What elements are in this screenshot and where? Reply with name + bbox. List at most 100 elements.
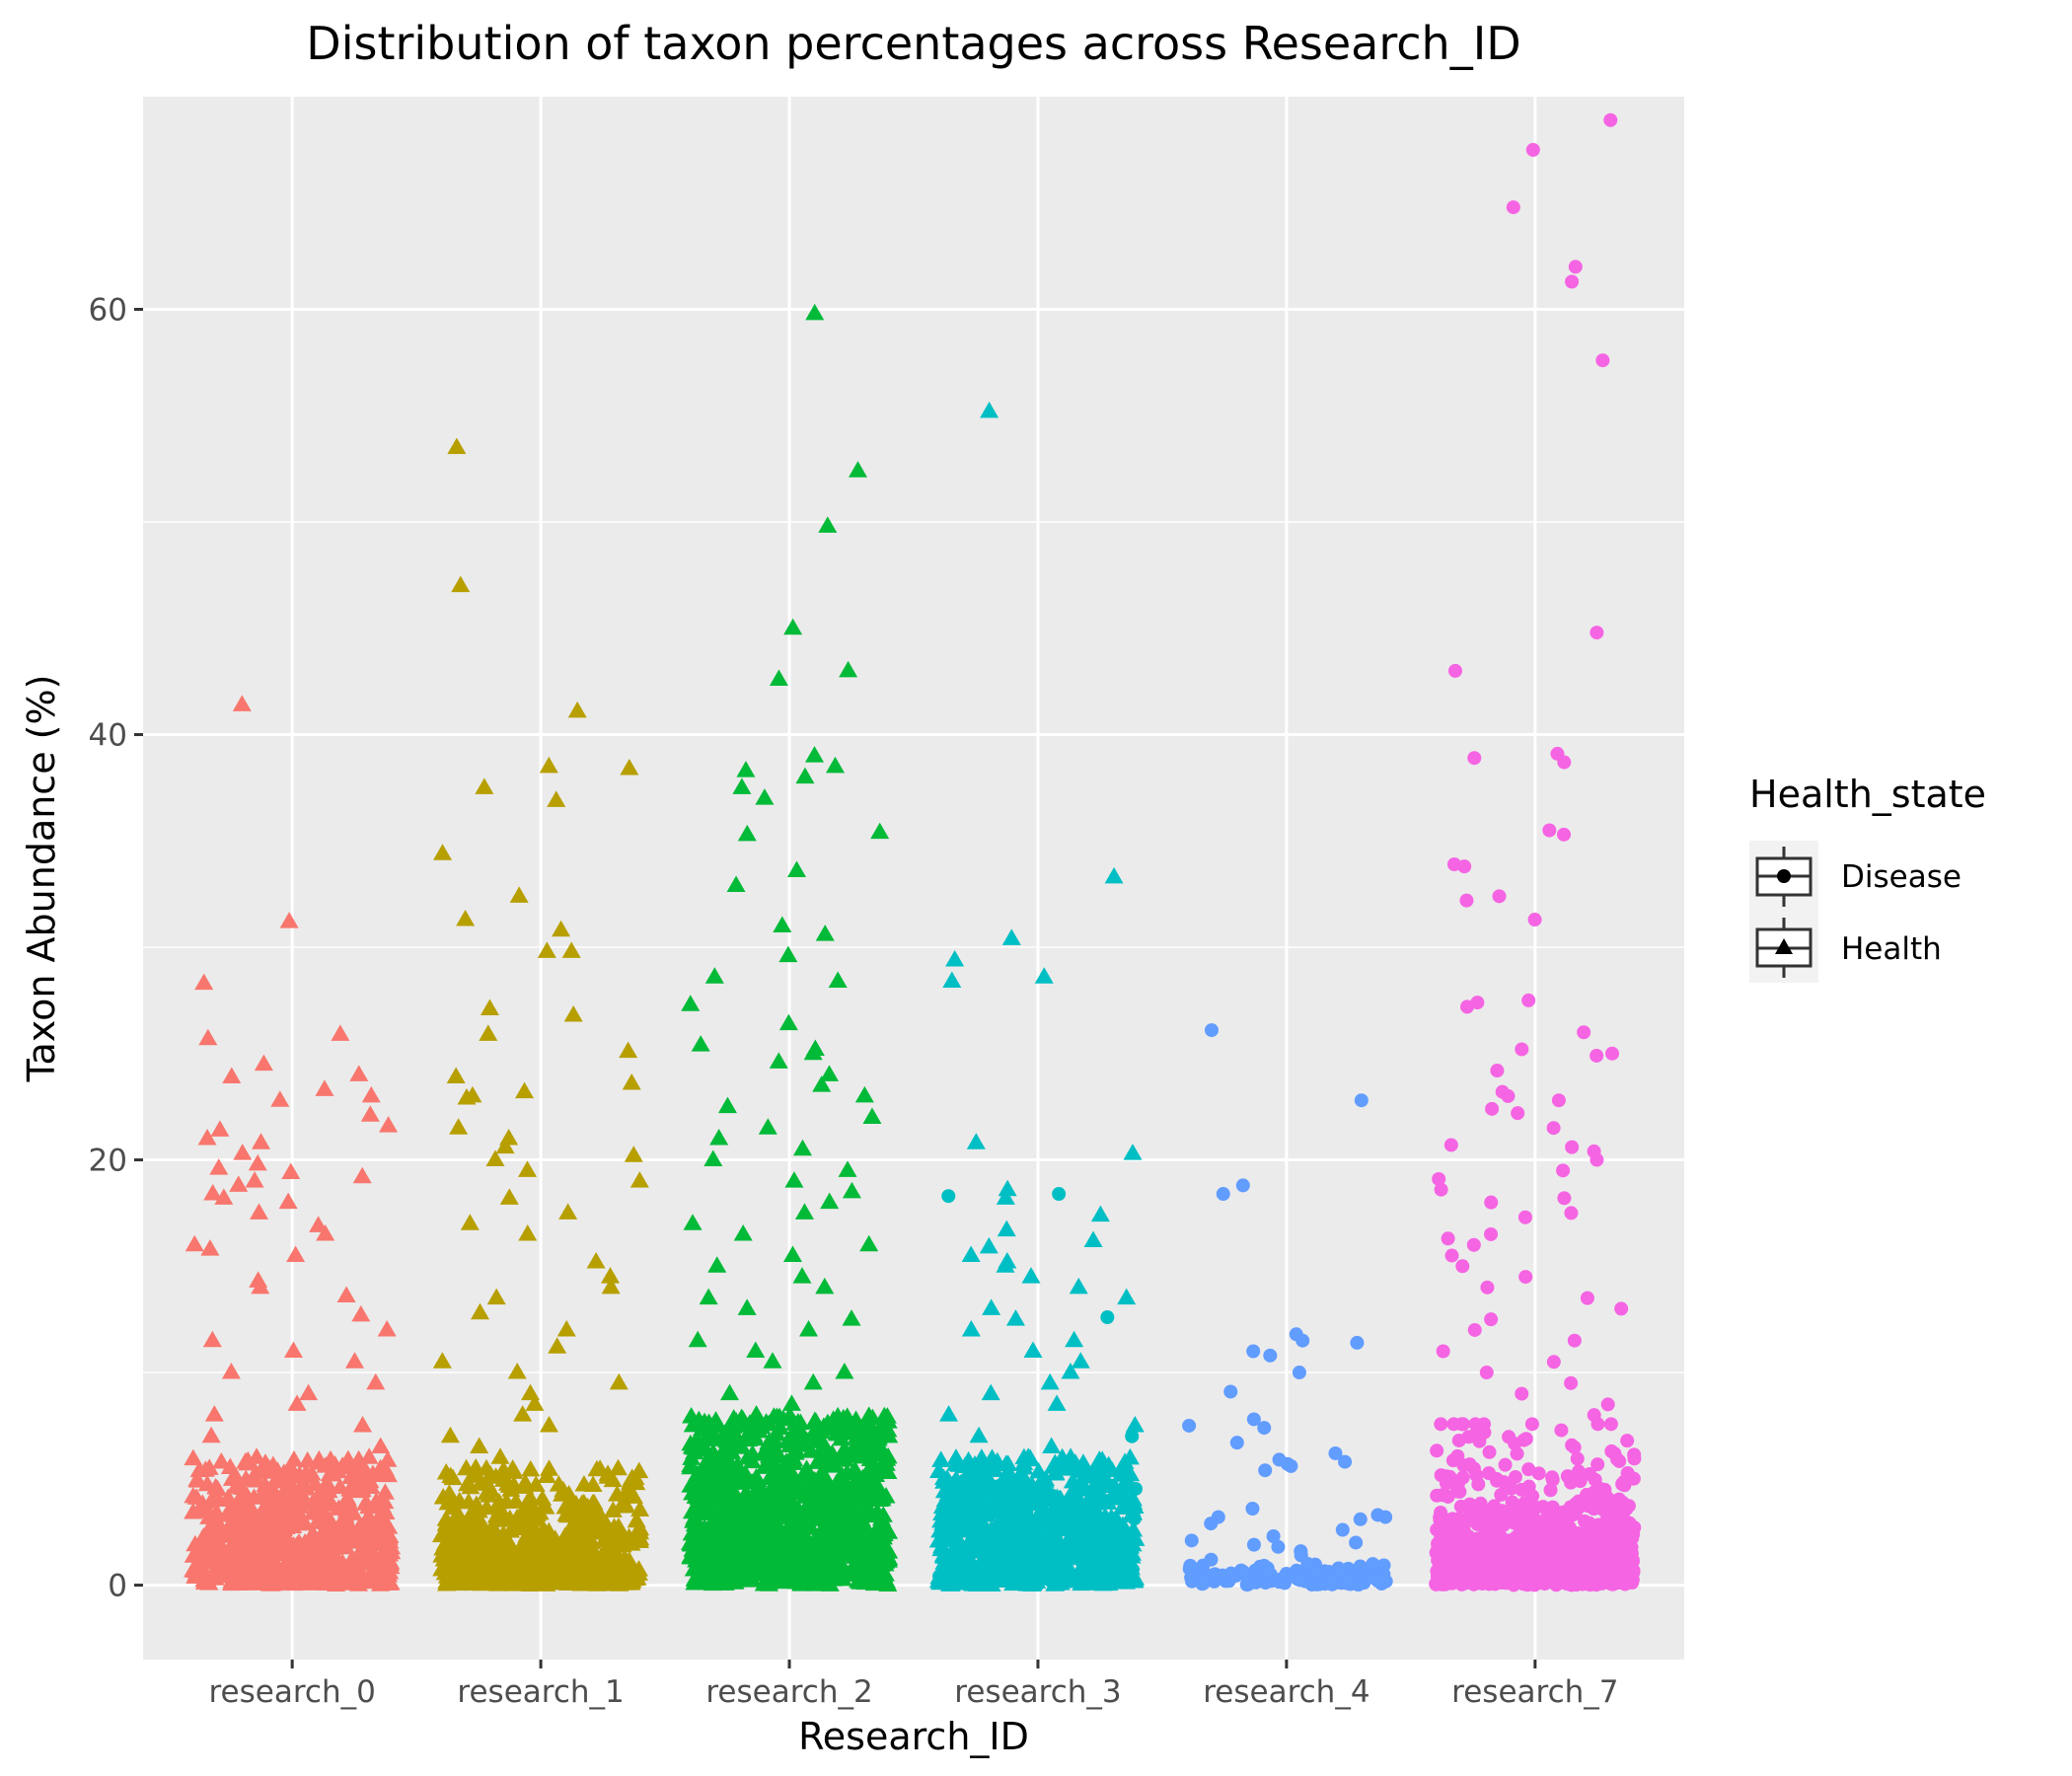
data-point <box>688 1330 707 1348</box>
data-point <box>1626 1526 1641 1541</box>
data-point <box>622 1470 641 1487</box>
data-point <box>859 1234 879 1252</box>
data-point <box>1600 1397 1615 1412</box>
data-point <box>201 1492 221 1509</box>
data-point <box>569 1520 589 1538</box>
data-point <box>777 1452 796 1470</box>
data-point <box>493 1460 513 1477</box>
data-point <box>534 1520 554 1537</box>
data-point <box>350 1517 370 1533</box>
data-point <box>929 1461 949 1479</box>
data-point <box>769 1052 788 1069</box>
data-point <box>779 1488 799 1505</box>
data-point <box>855 1517 875 1534</box>
data-point <box>1042 1437 1062 1453</box>
data-point <box>1312 1577 1327 1591</box>
data-point <box>622 1572 641 1590</box>
data-point <box>1043 1520 1058 1535</box>
data-point <box>1482 1444 1497 1459</box>
data-point <box>1093 1525 1113 1542</box>
data-point <box>1580 1567 1594 1582</box>
data-point <box>222 1067 242 1084</box>
data-point <box>996 1188 1015 1205</box>
data-point <box>1511 1106 1525 1121</box>
data-point <box>778 945 798 963</box>
data-point <box>242 1499 261 1516</box>
data-point <box>1616 1474 1631 1489</box>
data-point <box>798 1463 818 1481</box>
data-point <box>819 1491 839 1509</box>
data-point <box>842 1309 861 1326</box>
data-point <box>1246 1537 1261 1552</box>
data-point <box>1492 1575 1507 1590</box>
data-point <box>1086 1472 1106 1489</box>
data-point <box>750 1489 770 1506</box>
data-point <box>331 1024 350 1041</box>
data-point <box>966 1133 986 1149</box>
data-point <box>1477 1417 1492 1432</box>
data-point <box>508 1569 528 1586</box>
legend-triangle-icon <box>1775 938 1793 954</box>
data-point <box>251 1133 270 1149</box>
data-point <box>805 303 825 321</box>
plot-panel <box>143 97 1684 1660</box>
data-point <box>1568 259 1583 274</box>
data-point <box>812 1075 832 1092</box>
data-point <box>699 1288 718 1305</box>
data-point <box>508 1518 528 1536</box>
data-point <box>286 1245 306 1263</box>
data-point <box>235 1533 255 1550</box>
data-point <box>1595 353 1610 368</box>
data-point <box>513 1405 533 1422</box>
data-point <box>1521 993 1536 1007</box>
data-point <box>785 1443 805 1460</box>
data-point <box>214 1188 234 1205</box>
data-point <box>683 1415 703 1433</box>
data-point <box>773 916 792 932</box>
data-point <box>682 1407 702 1424</box>
data-point <box>1494 1488 1509 1503</box>
data-point <box>352 1569 372 1586</box>
data-point <box>807 1572 827 1590</box>
data-point <box>301 1574 321 1591</box>
data-point <box>1272 1575 1287 1590</box>
data-point <box>735 1429 755 1446</box>
data-point <box>1099 1455 1119 1473</box>
data-point <box>521 1511 541 1527</box>
data-point <box>755 1540 775 1558</box>
data-point <box>737 1298 757 1315</box>
data-point <box>759 1414 778 1432</box>
data-point <box>1044 1498 1064 1516</box>
data-point <box>1608 1526 1623 1541</box>
data-point <box>1567 1440 1582 1454</box>
data-point <box>1124 1532 1139 1547</box>
data-point <box>981 1485 996 1500</box>
data-point <box>950 1564 965 1579</box>
data-point <box>1122 1567 1137 1582</box>
data-point <box>259 1549 279 1567</box>
data-point <box>1452 1484 1467 1499</box>
data-point <box>207 1505 227 1521</box>
data-point <box>782 1558 802 1575</box>
data-point <box>771 1479 790 1497</box>
data-point <box>1027 1575 1042 1590</box>
data-point <box>316 1223 335 1241</box>
data-point <box>1034 967 1054 984</box>
data-point <box>825 1478 845 1496</box>
data-point <box>433 1488 453 1505</box>
data-point <box>360 1105 380 1122</box>
data-point <box>1603 1417 1618 1432</box>
data-point <box>825 756 845 774</box>
data-point <box>938 1471 958 1489</box>
data-point <box>1036 1469 1056 1487</box>
data-point <box>1568 1537 1583 1552</box>
data-point <box>1543 1483 1558 1498</box>
data-point <box>1249 1575 1264 1590</box>
data-point <box>1213 1570 1227 1585</box>
data-point <box>758 1118 777 1135</box>
data-point <box>1022 1475 1042 1493</box>
data-point <box>1064 1487 1083 1505</box>
data-point <box>547 790 566 807</box>
data-point <box>874 1406 894 1424</box>
data-point <box>536 1498 555 1515</box>
